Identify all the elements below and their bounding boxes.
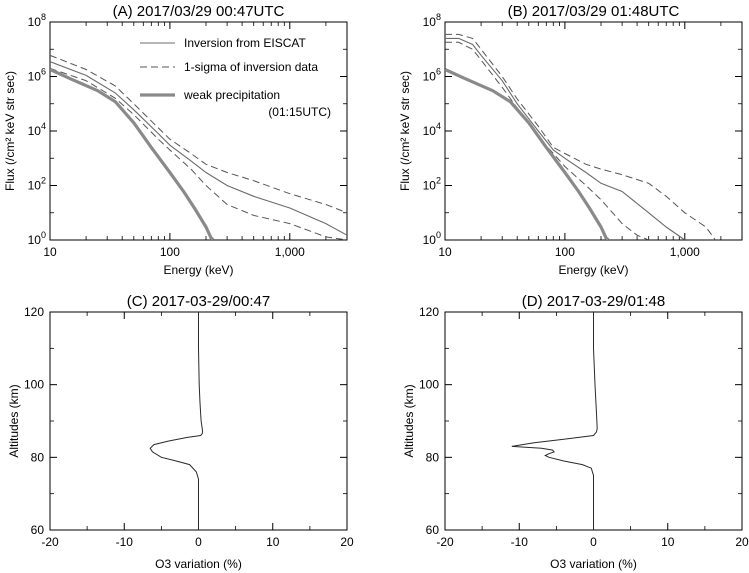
x-tick-label: 20 — [735, 535, 749, 549]
y-tick-label: 108 — [28, 12, 46, 29]
y-tick-exponent: 6 — [41, 67, 46, 77]
x-tick-label: 0 — [590, 535, 597, 549]
y-tick-label: 108 — [423, 12, 441, 29]
y-tick-base: 10 — [28, 70, 42, 84]
plot-frame — [444, 21, 743, 241]
y-axis-label: Flux (/cm² keV str sec) — [3, 71, 17, 191]
chart-title: (C) 2017-03-29/00:47 — [127, 293, 270, 310]
legend-sublabel: (01:15UTC) — [268, 105, 331, 119]
y-tick-exponent: 2 — [436, 176, 441, 186]
y-tick-label: 104 — [28, 121, 46, 138]
series-line-thick-solid — [445, 68, 610, 240]
y-tick-base: 10 — [28, 15, 42, 29]
y-tick-exponent: 4 — [436, 121, 441, 131]
y-tick-label: 100 — [28, 230, 46, 247]
x-tick-label: 20 — [340, 535, 354, 549]
y-tick-exponent: 6 — [436, 67, 441, 77]
y-tick-base: 10 — [28, 233, 42, 247]
y-tick-exponent: 4 — [41, 121, 46, 131]
legend-label: Inversion from EISCAT — [184, 36, 306, 50]
y-tick-base: 10 — [423, 179, 437, 193]
y-tick-exponent: 0 — [436, 230, 441, 240]
x-tick-label: 10 — [266, 535, 280, 549]
series-line-plain — [511, 312, 598, 530]
y-axis-label: Flux (/cm² keV str sec) — [398, 71, 412, 191]
y-tick-base: 10 — [423, 233, 437, 247]
series-line-dashed — [445, 33, 716, 240]
panel-d: (D) 2017-03-29/01:48 -20 -10 0 10 20 60 80 100 12… — [402, 293, 749, 571]
series-line-thin-solid — [445, 37, 686, 240]
legend-label: 1-sigma of inversion data — [184, 60, 318, 74]
legend-label: weak precipitation — [183, 88, 280, 102]
plot-frame — [49, 21, 348, 241]
series-line-plain — [149, 312, 204, 530]
series-group — [50, 54, 347, 240]
x-tick-label: 10 — [438, 245, 452, 259]
x-tick-label: 100 — [555, 245, 575, 259]
series-line-thin-solid — [50, 61, 347, 236]
y-tick-label: 60 — [426, 523, 440, 537]
x-tick-label: 100 — [160, 245, 180, 259]
y-tick-label: 100 — [419, 378, 439, 392]
y-tick-label: 60 — [31, 523, 45, 537]
y-tick-base: 10 — [28, 179, 42, 193]
x-tick-label: 0 — [195, 535, 202, 549]
series-line-dashed — [50, 67, 347, 240]
x-tick-label: 10 — [661, 535, 675, 549]
y-axis-label: Altitudes (km) — [7, 384, 21, 457]
y-tick-base: 10 — [423, 70, 437, 84]
legend: Inversion from EISCAT 1-sigma of inversio… — [140, 36, 331, 119]
x-tick-label: -10 — [116, 535, 134, 549]
x-tick-label: -10 — [511, 535, 529, 549]
y-tick-base: 10 — [423, 124, 437, 138]
y-axis-label: Altitudes (km) — [402, 384, 416, 457]
x-axis-label: O3 variation (%) — [155, 557, 242, 571]
y-tick-exponent: 8 — [436, 12, 441, 22]
x-tick-label: 1,000 — [670, 245, 700, 259]
y-tick-label: 106 — [28, 67, 46, 84]
x-tick-label: 10 — [43, 245, 57, 259]
y-tick-exponent: 0 — [41, 230, 46, 240]
series-group — [149, 312, 204, 530]
series-group — [511, 312, 598, 530]
y-tick-exponent: 8 — [41, 12, 46, 22]
series-group — [445, 33, 716, 240]
x-tick-label: -20 — [436, 535, 454, 549]
chart-title: (B) 2017/03/29 01:48UTC — [508, 3, 680, 20]
x-axis-label: Energy (keV) — [163, 263, 233, 277]
y-tick-label: 80 — [426, 450, 440, 464]
y-tick-label: 120 — [24, 305, 44, 319]
y-tick-base: 10 — [28, 124, 42, 138]
y-tick-label: 106 — [423, 67, 441, 84]
y-tick-label: 80 — [31, 450, 45, 464]
y-tick-label: 102 — [28, 176, 46, 193]
y-tick-label: 100 — [24, 378, 44, 392]
x-axis-label: O3 variation (%) — [550, 557, 637, 571]
x-axis-label: Energy (keV) — [558, 263, 628, 277]
series-line-dashed — [50, 54, 347, 214]
x-tick-label: 1,000 — [275, 245, 305, 259]
chart-title: (A) 2017/03/29 00:47UTC — [113, 3, 285, 20]
y-tick-label: 100 — [423, 230, 441, 247]
chart-title: (D) 2017-03-29/01:48 — [522, 293, 665, 310]
y-tick-label: 104 — [423, 121, 441, 138]
y-tick-label: 120 — [419, 305, 439, 319]
y-tick-base: 10 — [423, 15, 437, 29]
series-line-thick-solid — [50, 68, 215, 240]
x-tick-label: -20 — [41, 535, 59, 549]
y-tick-label: 102 — [423, 176, 441, 193]
y-tick-exponent: 2 — [41, 176, 46, 186]
panel-c: (C) 2017-03-29/00:47 -20 -10 0 10 20 60 80 100 12… — [7, 293, 354, 571]
series-line-dashed — [445, 41, 649, 240]
